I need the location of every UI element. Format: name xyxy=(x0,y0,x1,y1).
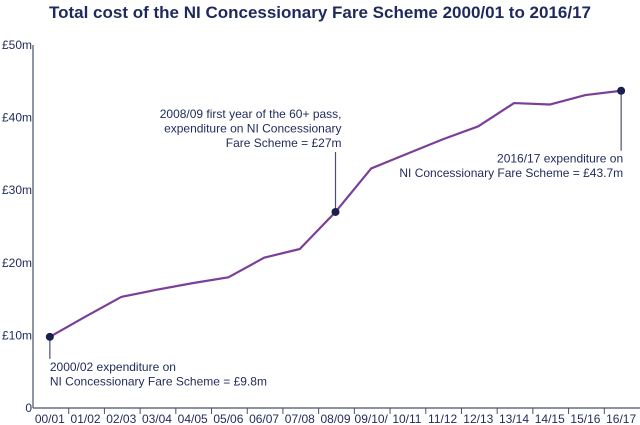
chart-title: Total cost of the NI Concessionary Fare … xyxy=(49,3,591,22)
x-tick-label: 10/11 xyxy=(392,412,421,425)
y-tick-label: £30m xyxy=(2,183,32,197)
annotation-text: expenditure on NI Concessionary xyxy=(164,121,341,135)
x-tick-label: 04/05 xyxy=(178,412,208,425)
x-tick-label: 08/09 xyxy=(320,412,350,425)
annotation-marker xyxy=(331,207,340,216)
x-tick-label: 02/03 xyxy=(106,412,136,425)
annotation-text: 2016/17 expenditure on xyxy=(497,152,623,166)
x-tick-label: 01/02 xyxy=(71,412,101,425)
y-tick-label: £50m xyxy=(2,38,32,52)
annotation-marker xyxy=(617,86,626,95)
y-tick-label: 0 xyxy=(25,401,32,415)
x-tick-label: 00/01 xyxy=(35,412,65,425)
x-tick-label: 05/06 xyxy=(213,412,243,425)
annotation-text: NI Concessionary Fare Scheme = £43.7m xyxy=(399,166,623,180)
annotation-marker xyxy=(45,332,54,341)
x-tick-label: 14/15 xyxy=(535,412,565,425)
annotation-text: Fare Scheme = £27m xyxy=(226,136,342,150)
x-tick-label: 13/14 xyxy=(499,412,529,425)
annotation-text: 2000/02 expenditure on xyxy=(50,360,176,374)
y-tick-label: £20m xyxy=(2,256,32,270)
x-tick-label: 11/12 xyxy=(428,412,457,425)
annotation-text: NI Concessionary Fare Scheme = £9.8m xyxy=(50,374,267,388)
x-tick-label: 07/08 xyxy=(285,412,315,425)
annotation-text: 2008/09 first year of the 60+ pass, xyxy=(160,107,342,121)
y-tick-label: £40m xyxy=(2,111,32,125)
x-tick-label: 09/10/ xyxy=(355,412,389,425)
y-tick-label: £10m xyxy=(2,328,32,342)
x-tick-label: 15/16 xyxy=(570,412,600,425)
x-tick-label: 06/07 xyxy=(249,412,279,425)
x-tick-label: 16/17 xyxy=(606,412,636,425)
x-tick-label: 12/13 xyxy=(463,412,493,425)
x-tick-label: 03/04 xyxy=(142,412,172,425)
